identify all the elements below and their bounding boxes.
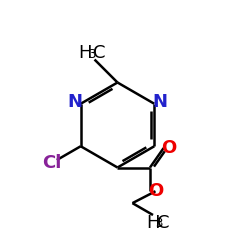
Text: O: O	[148, 182, 163, 200]
Text: N: N	[68, 93, 83, 111]
Text: C: C	[93, 44, 105, 62]
Text: H: H	[146, 214, 160, 232]
Text: 3: 3	[88, 48, 95, 61]
Text: H: H	[78, 44, 92, 62]
Text: Cl: Cl	[42, 154, 62, 172]
Text: O: O	[162, 138, 177, 156]
Text: C: C	[158, 214, 170, 232]
Text: N: N	[152, 93, 167, 111]
Text: 3: 3	[156, 217, 163, 230]
